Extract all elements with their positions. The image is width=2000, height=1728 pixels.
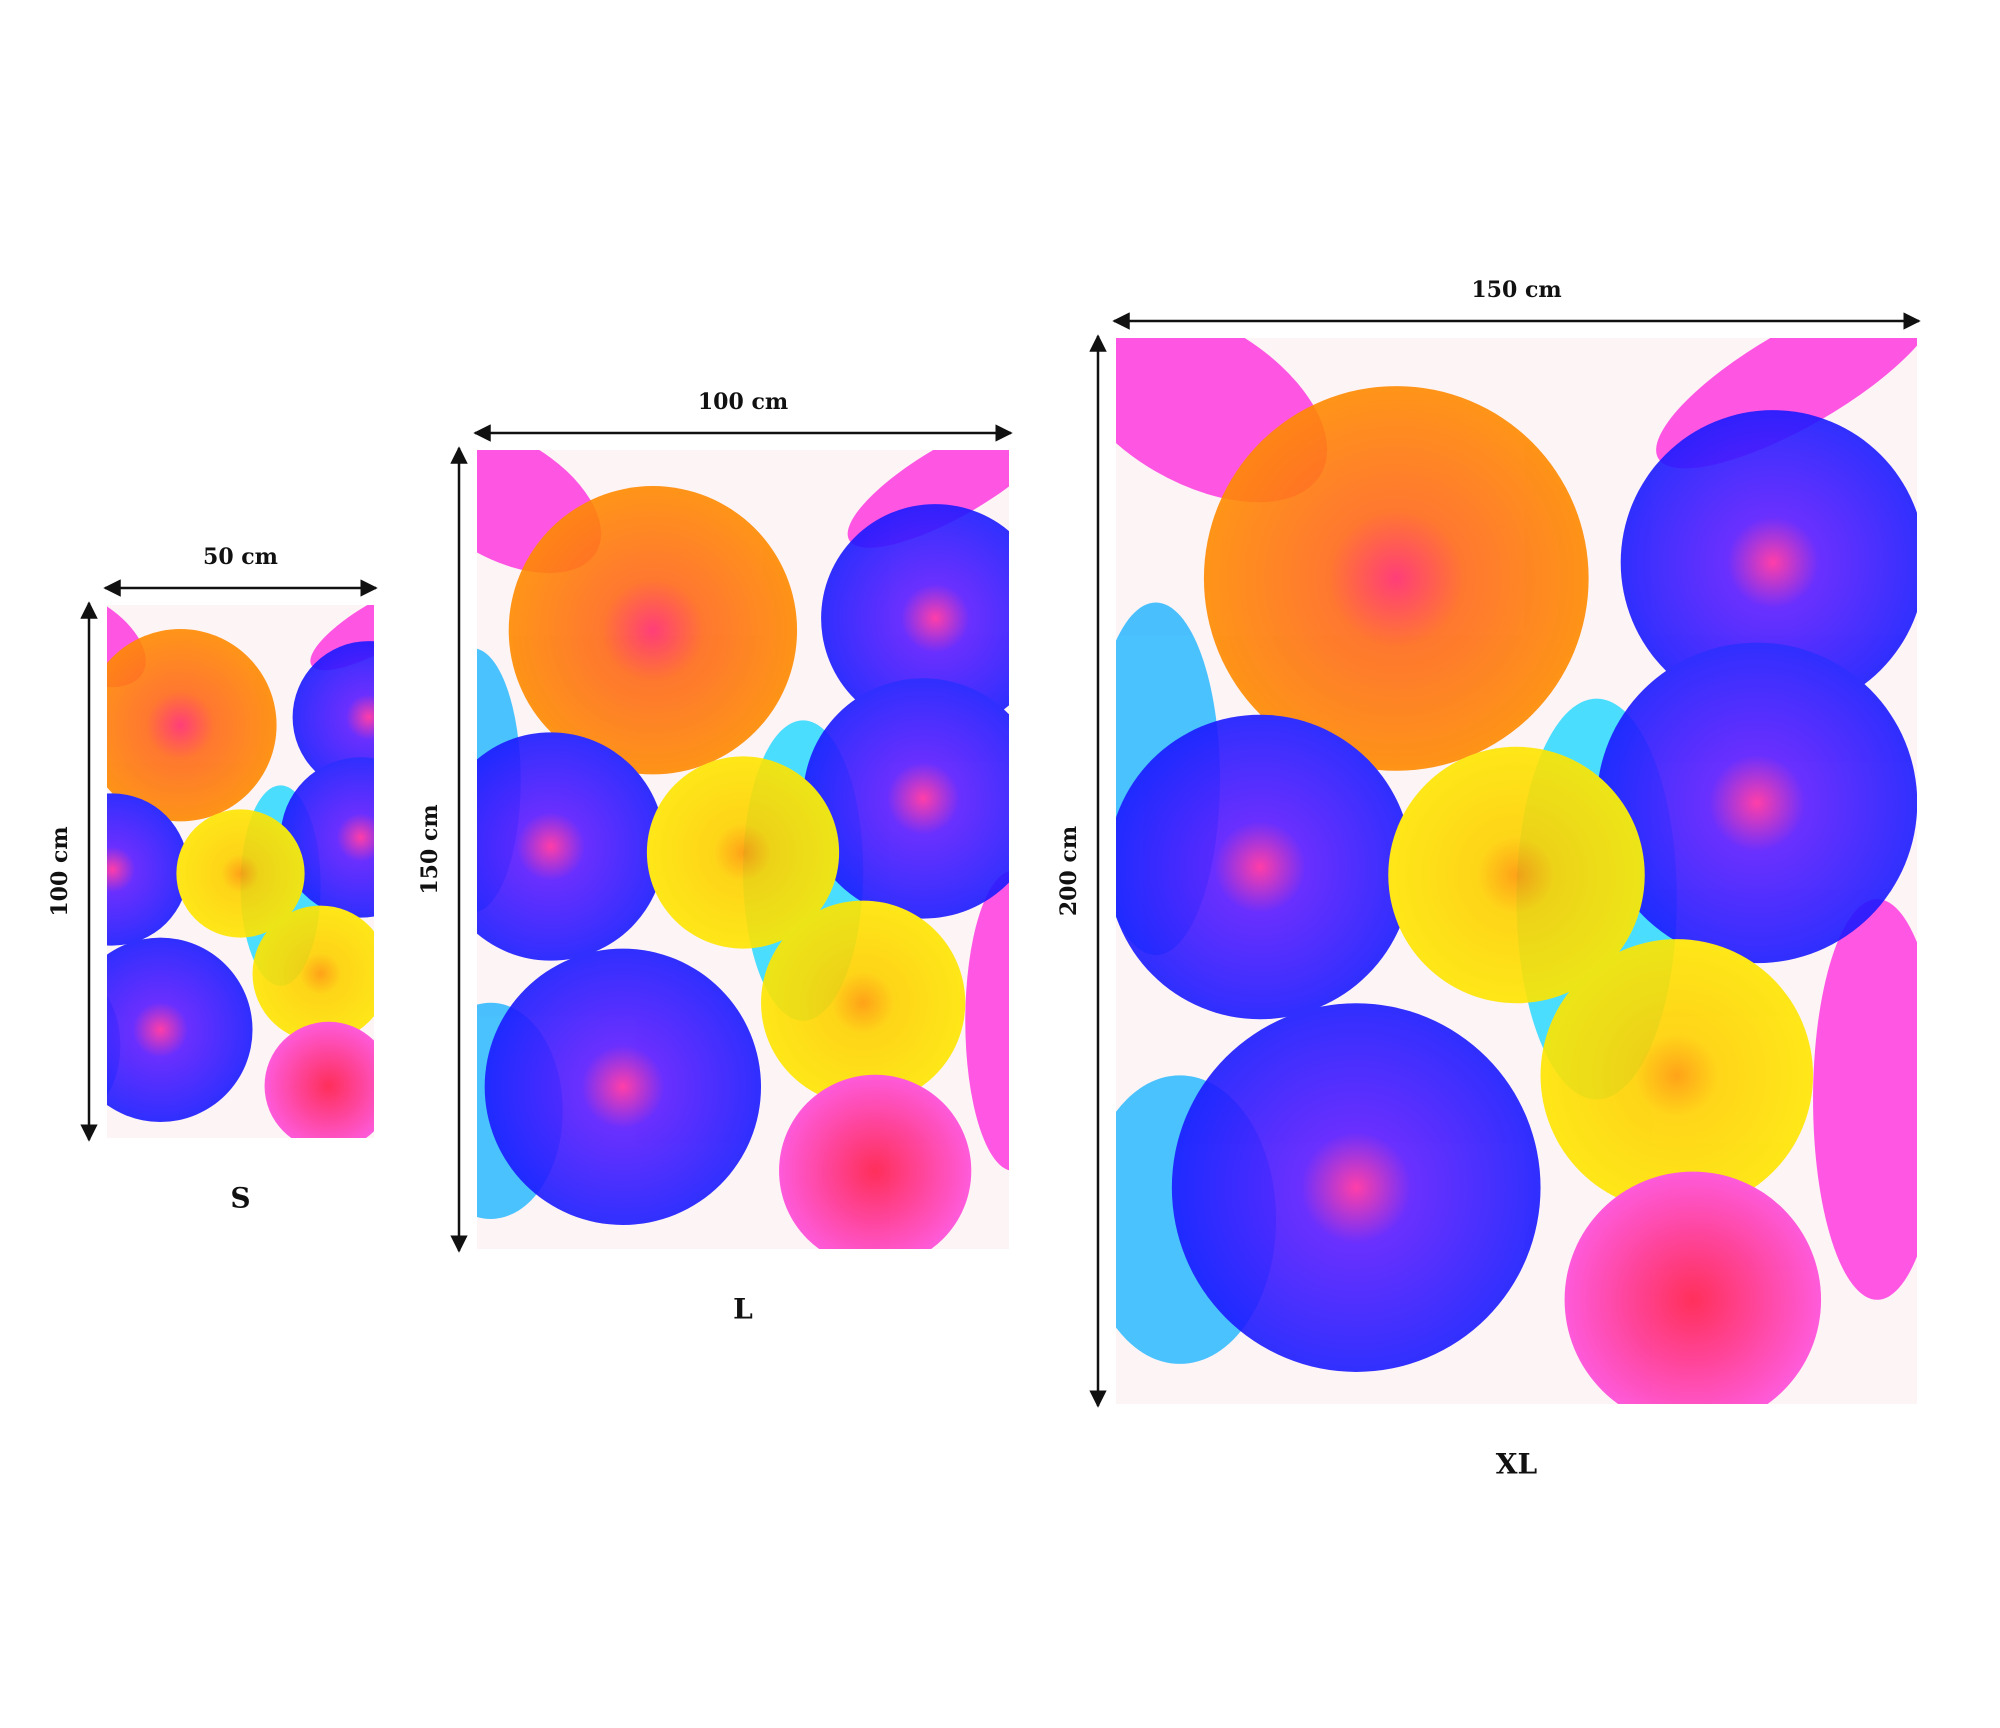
artwork-image [477,450,1009,1249]
width-label: 50 cm [203,544,278,570]
width-label: 100 cm [698,389,788,415]
height-label: 200 cm [1056,826,1082,916]
size-panel: 50 cm 100 cm S [47,544,378,1215]
size-panel: 150 cm 200 cm XL [1056,277,1921,1481]
size-panel: 100 cm 150 cm L [417,389,1013,1326]
width-label: 150 cm [1471,277,1561,303]
height-label: 150 cm [417,804,443,894]
size-label: XL [1496,1448,1538,1481]
artwork-image [1116,338,1917,1404]
size-label: S [230,1182,250,1215]
size-label: L [733,1293,753,1326]
height-label: 100 cm [47,826,73,916]
